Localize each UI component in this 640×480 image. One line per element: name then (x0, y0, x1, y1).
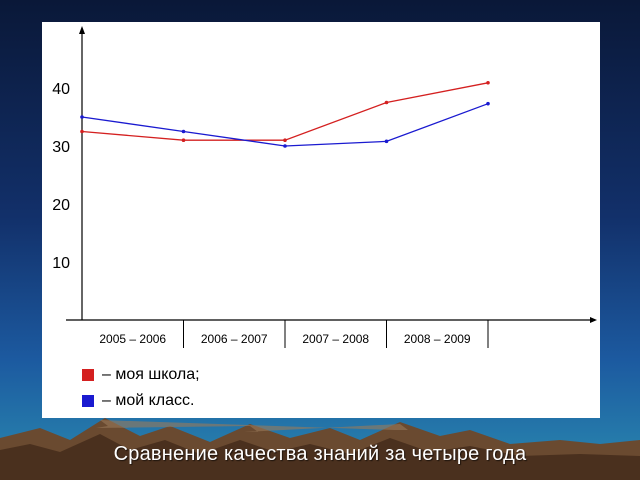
data-point (181, 138, 186, 142)
mountains-decoration (0, 418, 640, 480)
legend-label-school: – моя школа; (102, 366, 200, 383)
y-tick-label: 40 (52, 81, 70, 98)
legend-item-school: – моя школа; (82, 365, 200, 385)
legend-swatch-class (82, 395, 94, 407)
mountain-snow-highlights (96, 420, 408, 432)
legend-item-class: – мой класс. (82, 391, 194, 411)
data-point (384, 139, 389, 144)
y-tick-label: 10 (52, 255, 70, 272)
series-line-0 (81, 82, 489, 141)
data-point (486, 101, 490, 106)
data-point (80, 129, 84, 134)
x-tick-label: 2005 – 2006 (99, 332, 166, 346)
data-point (80, 115, 84, 119)
mountain-range-front (0, 434, 640, 480)
x-category-separators (183, 320, 489, 348)
chart-panel (42, 22, 600, 418)
x-tick-label: 2007 – 2008 (302, 332, 369, 346)
data-point (181, 129, 186, 134)
series-points (80, 80, 490, 148)
data-point (283, 144, 287, 148)
legend-swatch-school (82, 369, 94, 381)
data-point (283, 138, 287, 142)
y-axis-arrow (79, 26, 85, 34)
x-axis-arrow (590, 317, 597, 323)
slide-caption: Сравнение качества знаний за четыре года (113, 443, 527, 465)
chart-axes (66, 26, 597, 323)
y-tick-label: 30 (52, 139, 70, 156)
data-point (486, 80, 490, 85)
y-tick-label: 20 (52, 197, 70, 214)
x-tick-label: 2008 – 2009 (404, 332, 471, 346)
series-lines (81, 82, 489, 147)
y-tick-labels: 10 20 30 40 (52, 81, 70, 272)
legend-label-class: – мой класс. (102, 392, 195, 409)
data-point (384, 100, 389, 105)
x-tick-label: 2006 – 2007 (201, 332, 268, 346)
x-tick-labels: 2005 – 2006 2006 – 2007 2007 – 2008 2008 – … (99, 332, 471, 346)
